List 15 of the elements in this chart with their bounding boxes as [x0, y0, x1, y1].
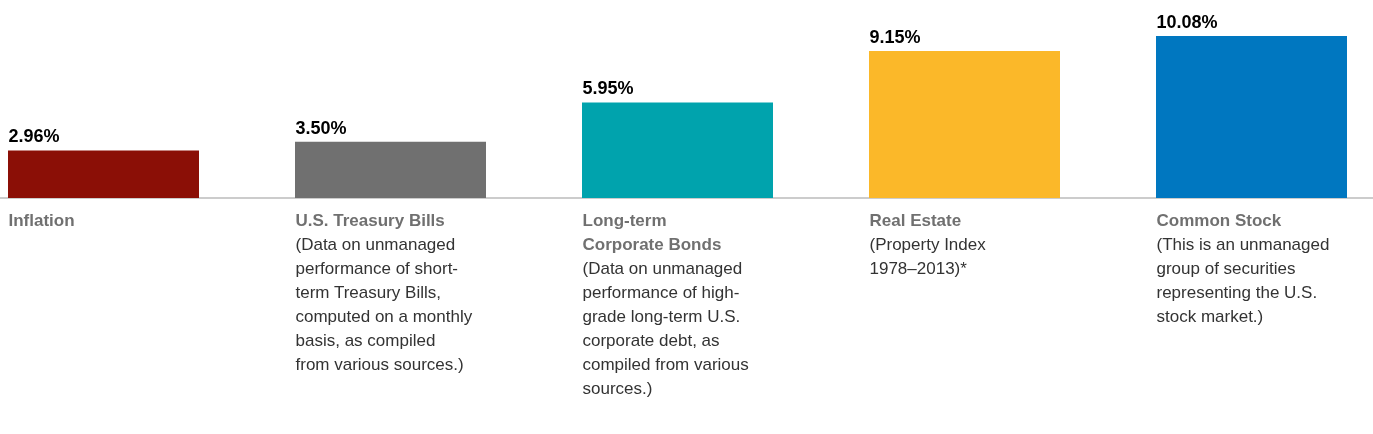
- data-label: 10.08%: [1156, 12, 1218, 32]
- bar: [1156, 36, 1347, 198]
- bar: [582, 102, 773, 198]
- data-label: 2.96%: [8, 126, 60, 147]
- bar: [8, 150, 199, 198]
- x-tick-label: Common Stock (This is an unmanaged group of securities representing the U.S. stock market.): [1156, 210, 1330, 326]
- bar: [295, 141, 486, 198]
- bar: [869, 50, 1060, 198]
- data-label: 9.15%: [869, 26, 921, 47]
- x-tick-label: Real Estate (Property Index 1978–2013)*: [869, 210, 987, 278]
- x-tick-label: U.S. Treasury Bills (Data on unmanaged performance of short- term Treasury Bills, computed on a monthly basis, as compiled from various sources.): [295, 210, 473, 374]
- data-label: 5.95%: [582, 78, 634, 99]
- data-label: 3.50%: [295, 117, 347, 138]
- x-tick-label: Inflation: [8, 210, 75, 230]
- x-tick-label: Long-term Corporate Bonds (Data on unmanaged performance of high- grade long-term U.S. corporate debt, as compiled from various sources.): [582, 210, 749, 398]
